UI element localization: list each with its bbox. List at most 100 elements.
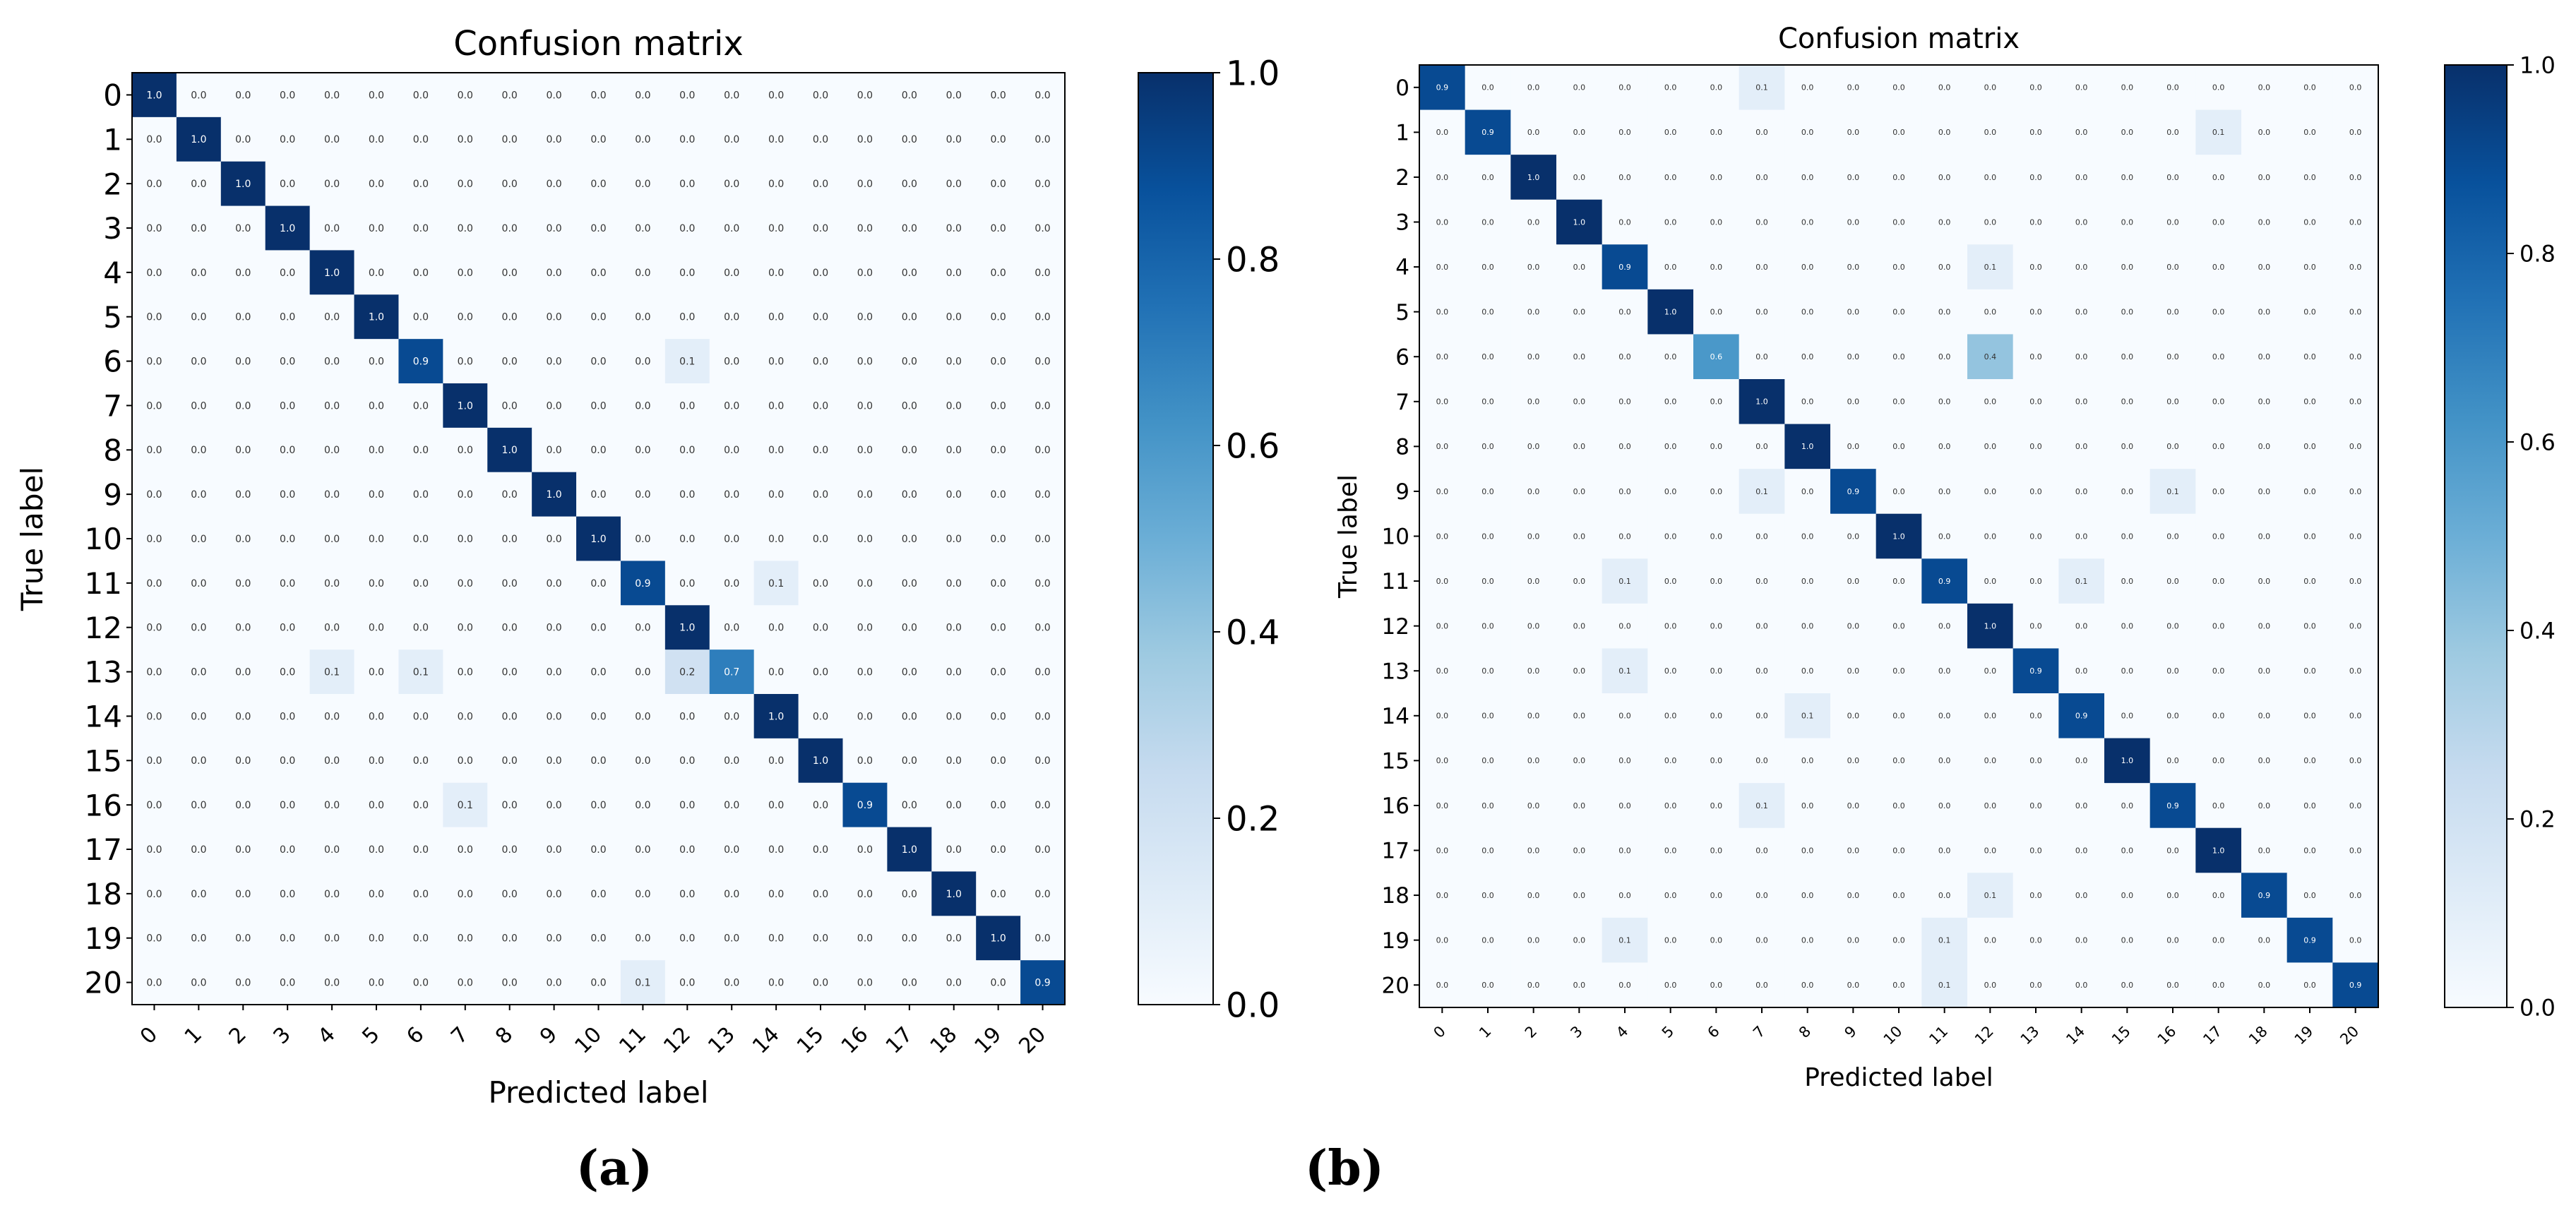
chart-title-a: Confusion matrix xyxy=(453,24,743,64)
cell-a-15-11 xyxy=(620,738,666,784)
cell-a-10-17 xyxy=(887,516,932,562)
cell-a-16-4 xyxy=(309,782,355,828)
cell-label-a-13-8: 0.0 xyxy=(502,666,518,678)
cell-a-5-20 xyxy=(1020,294,1066,340)
cell-b-16-15 xyxy=(2104,783,2151,829)
cell-label-a-7-14: 0.0 xyxy=(768,400,784,412)
cell-b-17-5 xyxy=(1647,827,1694,873)
cell-label-b-13-15: 0.0 xyxy=(2121,666,2134,676)
y-tick-label-a-16: 16 xyxy=(85,788,122,822)
cell-b-8-17 xyxy=(2195,424,2242,469)
cell-label-b-3-1: 0.0 xyxy=(1481,217,1494,227)
cell-label-b-7-9: 0.0 xyxy=(1847,397,1860,407)
cell-b-13-20 xyxy=(2332,648,2379,694)
cell-a-10-19 xyxy=(976,516,1021,562)
cell-b-1-13 xyxy=(2012,109,2059,155)
cell-a-9-4 xyxy=(309,472,355,517)
cell-label-a-19-10: 0.0 xyxy=(590,933,606,945)
cell-label-a-11-4: 0.0 xyxy=(324,578,340,589)
cell-a-8-13 xyxy=(709,427,755,473)
cell-label-a-18-4: 0.0 xyxy=(324,889,340,900)
cell-label-a-12-0: 0.0 xyxy=(146,623,162,634)
cell-b-3-16 xyxy=(2149,199,2196,245)
cell-a-7-11 xyxy=(620,383,666,429)
cell-label-b-5-0: 0.0 xyxy=(1436,307,1448,316)
cell-a-2-1 xyxy=(176,161,222,207)
cell-label-b-8-4: 0.0 xyxy=(1618,442,1631,451)
cell-label-a-14-19: 0.0 xyxy=(991,711,1006,722)
cell-a-1-11 xyxy=(620,116,666,162)
cell-b-5-20 xyxy=(2332,289,2379,335)
cell-a-12-0 xyxy=(132,605,177,650)
cell-b-2-7 xyxy=(1739,155,1785,200)
cell-a-17-17 xyxy=(887,827,932,873)
x-tick-label-a-14: 14 xyxy=(748,1022,785,1059)
cell-label-a-0-2: 0.0 xyxy=(235,90,251,101)
x-tick-label-b-7: 7 xyxy=(1750,1023,1768,1041)
cell-label-b-0-13: 0.0 xyxy=(2029,83,2042,92)
cell-label-b-17-18: 0.0 xyxy=(2258,846,2271,855)
cell-b-19-4 xyxy=(1602,917,1648,964)
cell-label-b-4-5: 0.0 xyxy=(1664,263,1677,272)
cell-a-19-12 xyxy=(664,916,710,961)
cell-b-15-16 xyxy=(2149,738,2196,784)
cell-a-10-15 xyxy=(798,516,844,562)
cell-a-3-2 xyxy=(220,205,266,251)
cell-label-a-8-4: 0.0 xyxy=(324,445,340,456)
cell-label-b-4-8: 0.0 xyxy=(1801,263,1814,272)
cell-label-a-19-14: 0.0 xyxy=(768,933,784,945)
cell-b-16-9 xyxy=(1830,783,1877,829)
cell-label-b-5-9: 0.0 xyxy=(1847,307,1860,316)
cell-a-9-12 xyxy=(664,472,710,517)
cell-a-8-18 xyxy=(931,427,977,473)
cell-a-0-3 xyxy=(265,73,311,118)
cell-b-7-15 xyxy=(2104,379,2151,425)
cell-b-13-14 xyxy=(2058,648,2105,694)
cell-b-0-1 xyxy=(1465,65,1511,111)
cell-a-9-0 xyxy=(132,472,177,517)
cell-b-15-0 xyxy=(1419,738,1466,784)
cell-label-b-9-17: 0.0 xyxy=(2212,487,2225,496)
cell-label-b-17-10: 0.0 xyxy=(1892,846,1905,855)
cell-b-15-4 xyxy=(1602,738,1648,784)
cell-a-6-17 xyxy=(887,339,932,384)
cell-label-a-13-7: 0.0 xyxy=(458,666,473,678)
cell-a-9-8 xyxy=(487,472,532,517)
cell-label-b-15-9: 0.0 xyxy=(1847,756,1860,765)
cell-label-b-7-16: 0.0 xyxy=(2166,397,2179,407)
colorbar-tick-label-b-3: 0.6 xyxy=(2520,429,2556,456)
cell-a-13-11 xyxy=(620,650,666,695)
x-tick-label-a-20: 20 xyxy=(1014,1022,1051,1059)
y-tick-label-b-1: 1 xyxy=(1395,121,1409,146)
cell-a-9-10 xyxy=(576,472,621,517)
cell-b-12-19 xyxy=(2286,603,2333,650)
cell-a-20-2 xyxy=(220,960,266,1005)
cell-a-12-9 xyxy=(532,605,577,650)
cell-b-12-20 xyxy=(2332,603,2379,650)
cell-label-b-1-16: 0.0 xyxy=(2166,128,2179,137)
cell-label-b-2-6: 0.0 xyxy=(1710,173,1723,182)
cell-label-b-7-12: 0.0 xyxy=(1984,397,1997,407)
cell-a-10-7 xyxy=(443,516,488,562)
cell-label-a-4-17: 0.0 xyxy=(902,268,917,279)
cell-a-19-1 xyxy=(176,916,222,961)
cell-a-12-15 xyxy=(798,605,844,650)
cell-label-b-4-11: 0.0 xyxy=(1938,263,1951,272)
cell-a-8-2 xyxy=(220,427,266,473)
cell-label-b-14-14: 0.9 xyxy=(2075,712,2088,721)
cell-label-a-5-11: 0.0 xyxy=(635,312,650,323)
cell-b-8-15 xyxy=(2104,424,2151,469)
cell-label-a-4-18: 0.0 xyxy=(946,268,962,279)
cell-label-b-5-12: 0.0 xyxy=(1984,307,1997,316)
cell-b-10-17 xyxy=(2195,513,2242,559)
cell-label-a-9-6: 0.0 xyxy=(413,489,429,501)
cell-a-7-10 xyxy=(576,383,621,429)
cell-label-b-7-5: 0.0 xyxy=(1664,397,1677,407)
cell-label-a-13-19: 0.0 xyxy=(991,666,1006,678)
cell-b-19-5 xyxy=(1647,917,1694,964)
cell-label-a-16-17: 0.0 xyxy=(902,800,917,811)
cell-label-b-9-5: 0.0 xyxy=(1664,487,1677,496)
cell-a-8-1 xyxy=(176,427,222,473)
cell-label-a-13-18: 0.0 xyxy=(946,666,962,678)
cell-a-20-8 xyxy=(487,960,532,1005)
